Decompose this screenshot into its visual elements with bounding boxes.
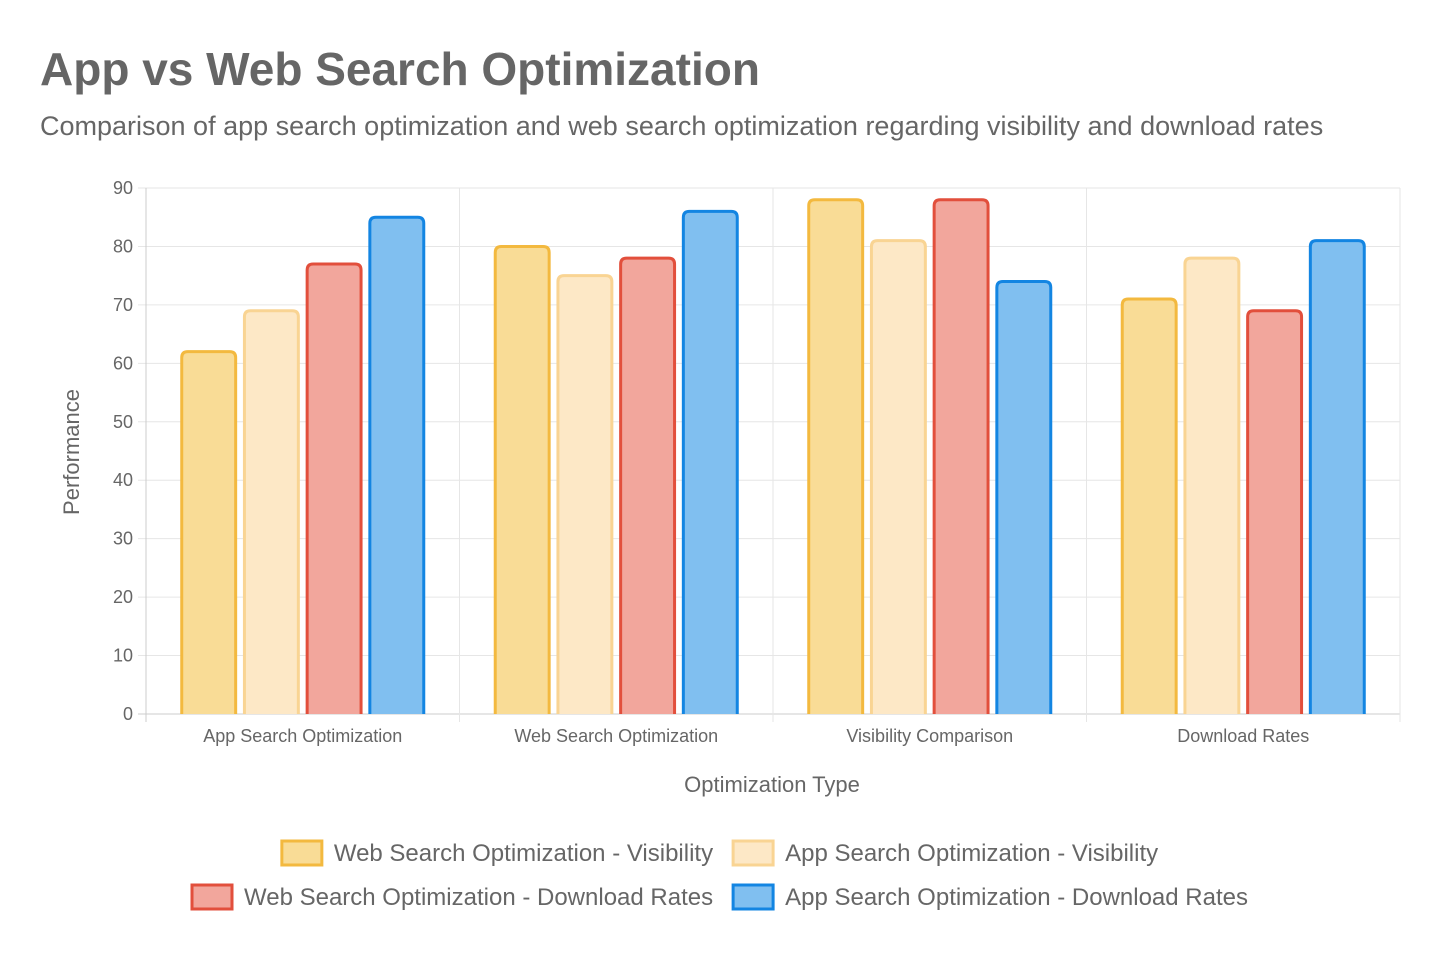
y-tick-label: 80 xyxy=(113,236,133,256)
x-tick-label: App Search Optimization xyxy=(203,726,402,746)
y-tick-label: 70 xyxy=(113,295,133,315)
bar[interactable] xyxy=(180,350,238,714)
legend-swatch[interactable] xyxy=(280,839,324,867)
legend: Web Search Optimization - Visibility App … xyxy=(190,839,1248,911)
bar[interactable] xyxy=(869,239,927,714)
legend-swatch[interactable] xyxy=(731,883,775,911)
bar[interactable] xyxy=(807,198,865,714)
y-tick-label: 0 xyxy=(123,704,133,724)
chart-title: App vs Web Search Optimization xyxy=(40,43,760,95)
bar[interactable] xyxy=(242,309,300,714)
bars xyxy=(180,198,1366,714)
bar[interactable] xyxy=(1246,309,1304,714)
x-tick-label: Web Search Optimization xyxy=(514,726,718,746)
bar[interactable] xyxy=(368,215,426,714)
bar[interactable] xyxy=(1120,297,1178,714)
y-tick-label: 60 xyxy=(113,353,133,373)
legend-label[interactable]: Web Search Optimization - Visibility xyxy=(334,840,713,867)
x-tick-label: Download Rates xyxy=(1177,726,1309,746)
bar[interactable] xyxy=(681,209,739,714)
bar[interactable] xyxy=(932,198,990,714)
legend-swatch[interactable] xyxy=(190,883,234,911)
axes: 0 10 20 30 40 50 60 70 80 90 App Search Optimizati… xyxy=(113,178,1309,746)
y-tick-label: 30 xyxy=(113,529,133,549)
legend-label[interactable]: Web Search Optimization - Download Rates xyxy=(244,884,713,911)
y-axis-title: Performance xyxy=(59,389,84,515)
bar[interactable] xyxy=(556,274,614,714)
chart-subtitle: Comparison of app search optimization an… xyxy=(40,111,1324,141)
legend-label[interactable]: App Search Optimization - Download Rates xyxy=(785,884,1248,911)
y-tick-label: 10 xyxy=(113,646,133,666)
x-tick-label: Visibility Comparison xyxy=(846,726,1013,746)
x-axis-title: Optimization Type xyxy=(684,772,860,797)
legend-swatch[interactable] xyxy=(731,839,775,867)
bar[interactable] xyxy=(1183,256,1241,714)
bar[interactable] xyxy=(305,262,363,714)
legend-label[interactable]: App Search Optimization - Visibility xyxy=(785,840,1158,867)
bar[interactable] xyxy=(619,256,677,714)
y-tick-label: 90 xyxy=(113,178,133,198)
bar[interactable] xyxy=(1308,239,1366,714)
bar[interactable] xyxy=(493,244,551,714)
y-tick-label: 20 xyxy=(113,587,133,607)
y-tick-label: 50 xyxy=(113,412,133,432)
y-tick-label: 40 xyxy=(113,470,133,490)
bar[interactable] xyxy=(995,280,1053,714)
